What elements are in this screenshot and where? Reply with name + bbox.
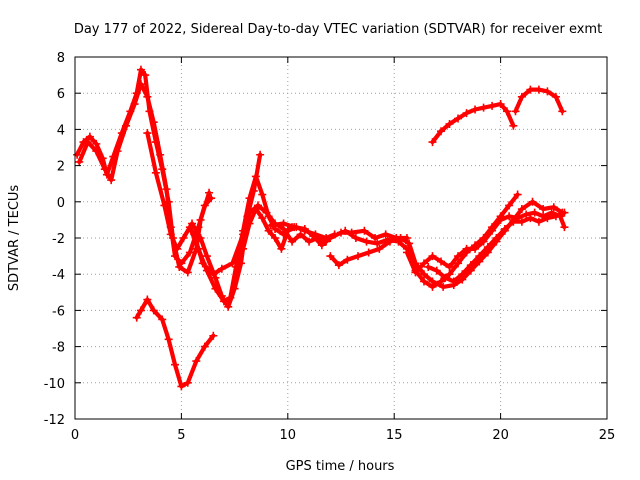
x-axis-label: GPS time / hours <box>286 459 395 474</box>
data-point <box>143 129 151 137</box>
data-point <box>535 86 543 94</box>
y-axis-label: SDTVAR / TECUs <box>7 185 22 292</box>
y-tick-label: 8 <box>57 51 65 66</box>
x-tick-label: 20 <box>492 428 509 443</box>
chart: Day 177 of 2022, Sidereal Day-to-day VTE… <box>0 0 640 480</box>
data-point <box>488 102 496 110</box>
y-tick-label: 4 <box>57 123 65 138</box>
y-tick-label: -2 <box>52 232 65 247</box>
data-point <box>480 104 488 112</box>
series-late-b <box>511 86 566 116</box>
series-late-a <box>429 100 518 146</box>
data-point <box>256 151 264 159</box>
y-tick-label: -8 <box>52 341 65 356</box>
x-tick-label: 10 <box>280 428 297 443</box>
x-tick-label: 5 <box>177 428 185 443</box>
y-tick-label: -10 <box>44 377 65 392</box>
y-tick-label: 6 <box>57 87 65 102</box>
y-tick-label: 2 <box>57 160 65 175</box>
y-tick-label: -6 <box>52 304 65 319</box>
series-line <box>77 70 209 273</box>
y-tick-label: -12 <box>44 413 65 428</box>
series-line <box>137 300 214 387</box>
y-tick-label: 0 <box>57 196 65 211</box>
y-tick-label: -4 <box>52 268 65 283</box>
x-tick-label: 0 <box>71 428 79 443</box>
chart-title: Day 177 of 2022, Sidereal Day-to-day VTE… <box>74 22 602 37</box>
gridlines <box>75 57 607 419</box>
data-series-group <box>73 66 568 391</box>
series-low <box>133 296 218 391</box>
x-tick-label: 15 <box>386 428 403 443</box>
x-tick-label: 25 <box>599 428 616 443</box>
